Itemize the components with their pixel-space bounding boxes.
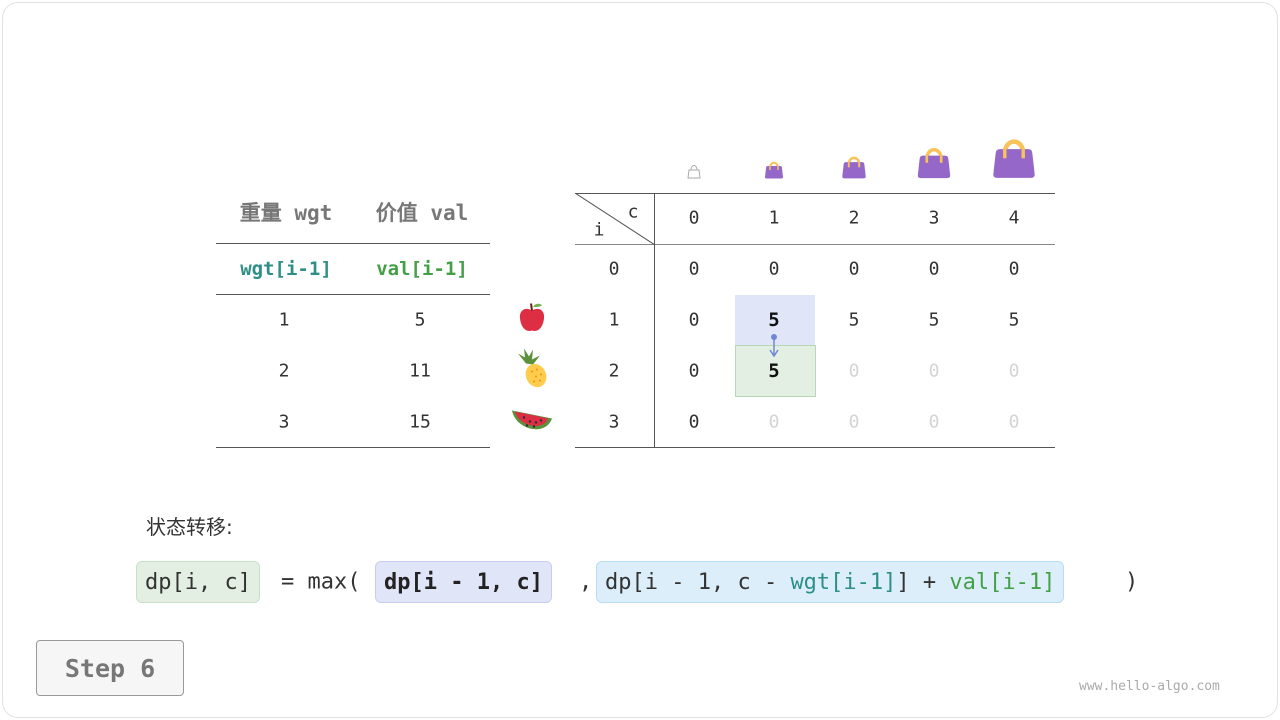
formula-term1: dp[i - 1, c]: [375, 561, 552, 603]
bag-icon: [991, 133, 1037, 183]
row-header: 0: [608, 258, 620, 280]
item-weight: 1: [278, 309, 290, 331]
row-header: 1: [608, 309, 620, 331]
dp-cell: 0: [1008, 360, 1020, 382]
dp-cell: 0: [928, 360, 940, 382]
bag-icon: [841, 153, 867, 183]
row-header: 3: [608, 411, 620, 433]
dp-cell: 0: [768, 258, 780, 280]
dp-cell: 0: [848, 360, 860, 382]
col-header: 2: [848, 207, 860, 229]
corner-diagonal: [575, 193, 655, 245]
item-value: 5: [414, 309, 426, 331]
dp-cell: 5: [1008, 309, 1020, 331]
dp-cell: 5: [928, 309, 940, 331]
dp-cell: 0: [768, 411, 780, 433]
dp-cell: 0: [848, 258, 860, 280]
formula-eq: = max(: [281, 569, 361, 595]
term2-val: val[i-1]: [949, 569, 1056, 595]
formula-comma: ,: [579, 569, 593, 595]
divider: [575, 244, 1055, 245]
col-header: 3: [928, 207, 940, 229]
empty-bag-icon: [686, 163, 702, 183]
dp-cell: 0: [688, 360, 700, 382]
dp-cell: 5: [768, 360, 780, 382]
dp-cell: 0: [1008, 411, 1020, 433]
term2-wgt: wgt[i-1]: [790, 569, 897, 595]
item-weight: 3: [278, 411, 290, 433]
header-wgt: 重量 wgt: [239, 201, 333, 225]
step-button[interactable]: Step 6: [36, 640, 184, 696]
watermark: www.hello-algo.com: [1079, 679, 1220, 694]
subheader-wgt: wgt[i-1]: [240, 258, 332, 280]
divider: [216, 294, 490, 295]
subheader-val: val[i-1]: [376, 258, 468, 280]
term2-part: ] +: [896, 569, 950, 595]
dp-cell: 0: [928, 411, 940, 433]
item-value: 15: [409, 411, 431, 433]
dp-cell: 0: [688, 411, 700, 433]
divider: [216, 243, 490, 244]
dp-cell: 0: [1008, 258, 1020, 280]
term2-part: dp[i - 1, c -: [605, 569, 791, 595]
dp-cell: 0: [928, 258, 940, 280]
dp-cell: 5: [768, 309, 780, 331]
divider: [654, 193, 655, 448]
dp-cell: 5: [848, 309, 860, 331]
transfer-arrow-icon: [769, 334, 779, 358]
header-val: 价值 val: [375, 201, 469, 225]
apple-icon: [517, 302, 547, 339]
dp-cell: 0: [688, 258, 700, 280]
dp-cell: 0: [688, 309, 700, 331]
bag-icon: [764, 159, 784, 183]
divider: [216, 447, 490, 448]
formula-lhs: dp[i, c]: [136, 561, 260, 603]
divider: [575, 447, 1055, 448]
formula-close: ): [1125, 569, 1139, 595]
dp-cell: 0: [848, 411, 860, 433]
bag-icon: [916, 143, 952, 183]
col-header: 4: [1008, 207, 1020, 229]
watermelon-icon: [510, 405, 554, 440]
col-header: 1: [768, 207, 780, 229]
col-header: 0: [688, 207, 700, 229]
formula-term2: dp[i - 1, c - wgt[i-1]] + val[i-1]: [596, 561, 1065, 603]
corner-row-label: i: [593, 219, 605, 241]
divider: [575, 193, 1055, 194]
item-value: 11: [409, 360, 431, 382]
pineapple-icon: [514, 348, 550, 395]
row-header: 2: [608, 360, 620, 382]
corner-col-label: c: [627, 201, 639, 223]
formula-label: 状态转移:: [146, 515, 233, 539]
item-weight: 2: [278, 360, 290, 382]
